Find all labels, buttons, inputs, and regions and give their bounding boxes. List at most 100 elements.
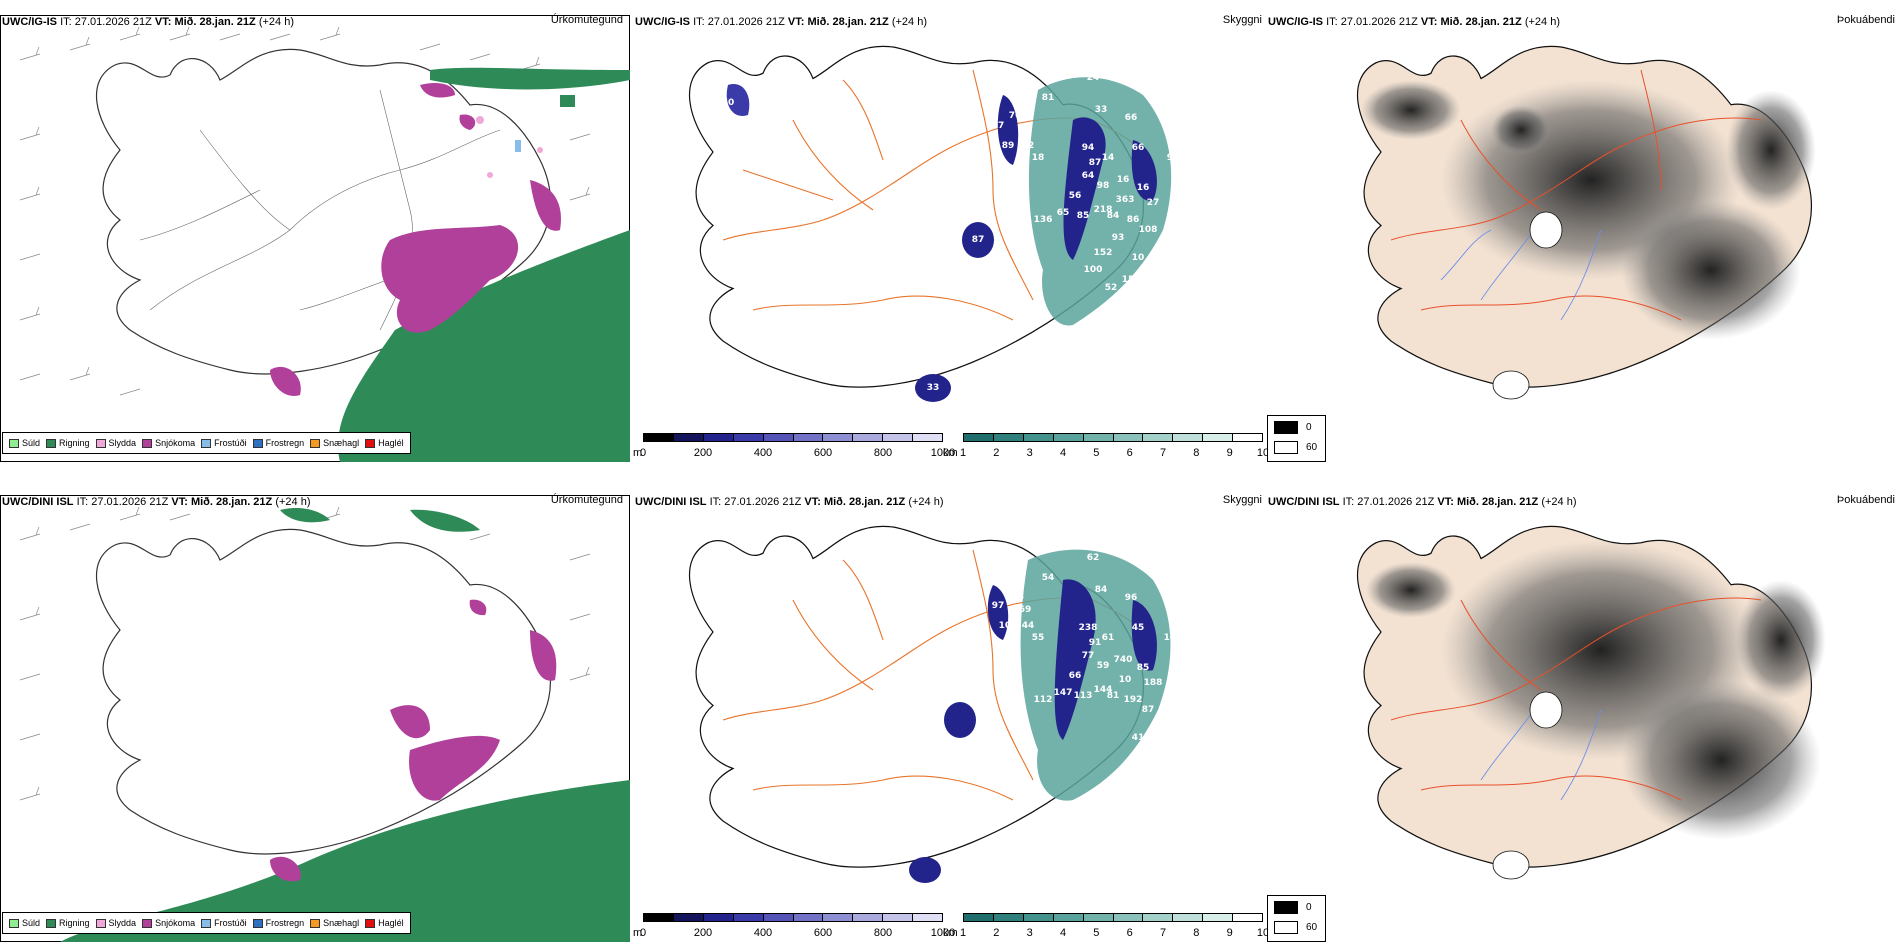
panel-header: UWC/IG-IS IT: 27.01.2026 21Z VT: Mið. 28…: [1268, 16, 1560, 28]
colorbar-tick: 8: [1193, 927, 1200, 939]
valid-time-label: VT:: [154, 16, 172, 28]
legend-item: Rigning: [46, 438, 90, 448]
visibility-value-label: 91: [1089, 638, 1102, 648]
visibility-value-label: 41: [1132, 733, 1145, 743]
colorbar-tick: 2: [993, 447, 1000, 459]
fog-panel-row1: UWC/IG-IS IT: 27.01.2026 21Z VT: Mið. 28…: [1266, 0, 1899, 470]
visibility-value-label: 77: [1082, 651, 1095, 661]
wind-barbs: [19, 26, 591, 396]
visibility-value-label: 81: [1042, 93, 1055, 103]
visibility-value-label: 85: [1137, 663, 1150, 673]
panel-title: Úrkomutegund: [550, 14, 623, 26]
visibility-value-label: 87: [1089, 158, 1102, 168]
colorbar-tick: 4: [1059, 927, 1067, 939]
precip-type-map: [19, 26, 630, 462]
visibility-value-label: 52: [1105, 283, 1118, 293]
colorbar-tick: 6: [1126, 927, 1133, 939]
visibility-value-label: 64: [1082, 171, 1095, 181]
colorbar-tick: 7: [1159, 447, 1167, 459]
precip-legend: Súld Rigning Slydda Snjókoma Frostúði Fr…: [2, 912, 411, 934]
valid-time-value: Mið. 28.jan. 21Z: [174, 16, 256, 28]
visibility-value-label: 60: [722, 98, 735, 108]
colorbar-tick: 3: [1026, 927, 1033, 939]
lead-time: (+24 h): [258, 16, 294, 28]
visibility-value-label: 76: [1009, 111, 1022, 121]
colorbar-tick: 1: [959, 927, 967, 939]
visibility-value-label: 15: [1122, 275, 1135, 285]
visibility-value-label: 84: [1107, 211, 1120, 221]
swatch-snow-pellets: [310, 438, 321, 448]
visibility-value-label: 45: [1132, 623, 1145, 633]
visibility-value-label: 10: [1132, 253, 1145, 263]
swatch-rain: [46, 438, 57, 448]
visibility-value-label: 33: [1095, 105, 1108, 115]
colorbar-tick: 600: [813, 447, 833, 459]
colorbar-tick: 1000: [930, 927, 956, 939]
visibility-value-label: 66: [1132, 143, 1145, 153]
legend-item: Snjókoma: [142, 438, 195, 448]
visibility-value-label: 97: [992, 601, 1005, 611]
colorbar-tick: 6: [1126, 447, 1133, 459]
panel-title: Þokuábendi: [1836, 494, 1895, 506]
visibility-panel-row2: UWC/DINI ISL IT: 27.01.2026 21Z VT: Mið.…: [633, 480, 1270, 950]
colorbar-tick: 800: [873, 447, 893, 459]
visibility-value-label: 109: [999, 621, 1018, 631]
colorbar-tick: 5: [1093, 447, 1100, 459]
visibility-value-label: 62: [1087, 553, 1100, 563]
visibility-value-label: 77: [992, 121, 1005, 131]
colorbar-tick: 10: [1256, 927, 1270, 939]
colorbar-tick: 0: [639, 447, 647, 459]
visibility-value-label: 54: [1042, 573, 1055, 583]
ceiling-colorbar-scale: [643, 433, 943, 442]
swatch-sleet: [95, 438, 106, 448]
fog-panel-row2: UWC/DINI ISL IT: 27.01.2026 21Z VT: Mið.…: [1266, 480, 1899, 950]
visibility-value-label: 136: [1034, 215, 1053, 225]
visibility-value-label: 97: [1172, 648, 1185, 658]
precip-panel-row1: UWC/IG-IS IT: 27.01.2026 21Z VT: Mið. 28…: [0, 0, 633, 470]
ceiling-colorbar-scale: [643, 913, 943, 922]
fog-map: [1356, 45, 1816, 400]
colorbar-tick: 600: [813, 927, 833, 939]
visibility-value-label: 26: [747, 558, 760, 568]
fog-legend-row1: 0 60: [1267, 415, 1326, 462]
init-time-label: IT:: [60, 16, 72, 28]
legend-item: Frostúði: [201, 438, 247, 448]
init-time-value: 27.01.2026 21Z: [74, 16, 152, 28]
visibility-value-label: 144: [1164, 633, 1183, 643]
visibility-value-label: 90: [747, 78, 760, 88]
low-visibility-area: [726, 77, 1172, 402]
visibility-value-label: 12: [1022, 141, 1035, 151]
colorbar-tick: 800: [873, 927, 893, 939]
visibility-value-label: 85: [1077, 211, 1090, 221]
colorbar-tick: 9: [1226, 447, 1233, 459]
visibility-value-label: 81: [1107, 691, 1120, 701]
panel-title: Skyggni: [1222, 14, 1262, 26]
snow-area: [270, 83, 561, 396]
panel-header: UWC/DINI ISL IT: 27.01.2026 21Z VT: Mið.…: [2, 496, 311, 508]
visibility-value-label: 87: [1142, 705, 1155, 715]
visibility-value-label: 188: [1144, 678, 1163, 688]
fog-map: [1356, 525, 1826, 880]
colorbar-tick: 400: [753, 927, 773, 939]
panel-title: Úrkomutegund: [550, 494, 623, 506]
colorbar-tick: 8: [1193, 447, 1200, 459]
visibility-value-label: 73: [1172, 168, 1185, 178]
visibility-value-label: 363: [1116, 195, 1135, 205]
visibility-value-label: 16: [1117, 175, 1130, 185]
panel-header: UWC/IG-IS IT: 27.01.2026 21Z VT: Mið. 28…: [2, 16, 294, 28]
visibility-value-label: 66: [1069, 671, 1082, 681]
legend-item: Snæhagl: [310, 438, 359, 448]
visibility-value-label: 10: [1119, 675, 1132, 685]
visibility-value-label: 27: [1147, 198, 1160, 208]
visibility-value-label: 69: [1019, 605, 1032, 615]
colorbar-tick: 400: [753, 447, 773, 459]
model-name: UWC/DINI ISL: [2, 496, 74, 508]
visibility-value-label: 98: [1097, 181, 1110, 191]
visibility-value-label: 66: [1125, 113, 1138, 123]
precip-panel-row2: UWC/DINI ISL IT: 27.01.2026 21Z VT: Mið.…: [0, 480, 633, 950]
colorbar-tick: 200: [693, 447, 713, 459]
visibility-value-label: 65: [1057, 208, 1070, 218]
colorbar-tick: 1: [959, 447, 967, 459]
